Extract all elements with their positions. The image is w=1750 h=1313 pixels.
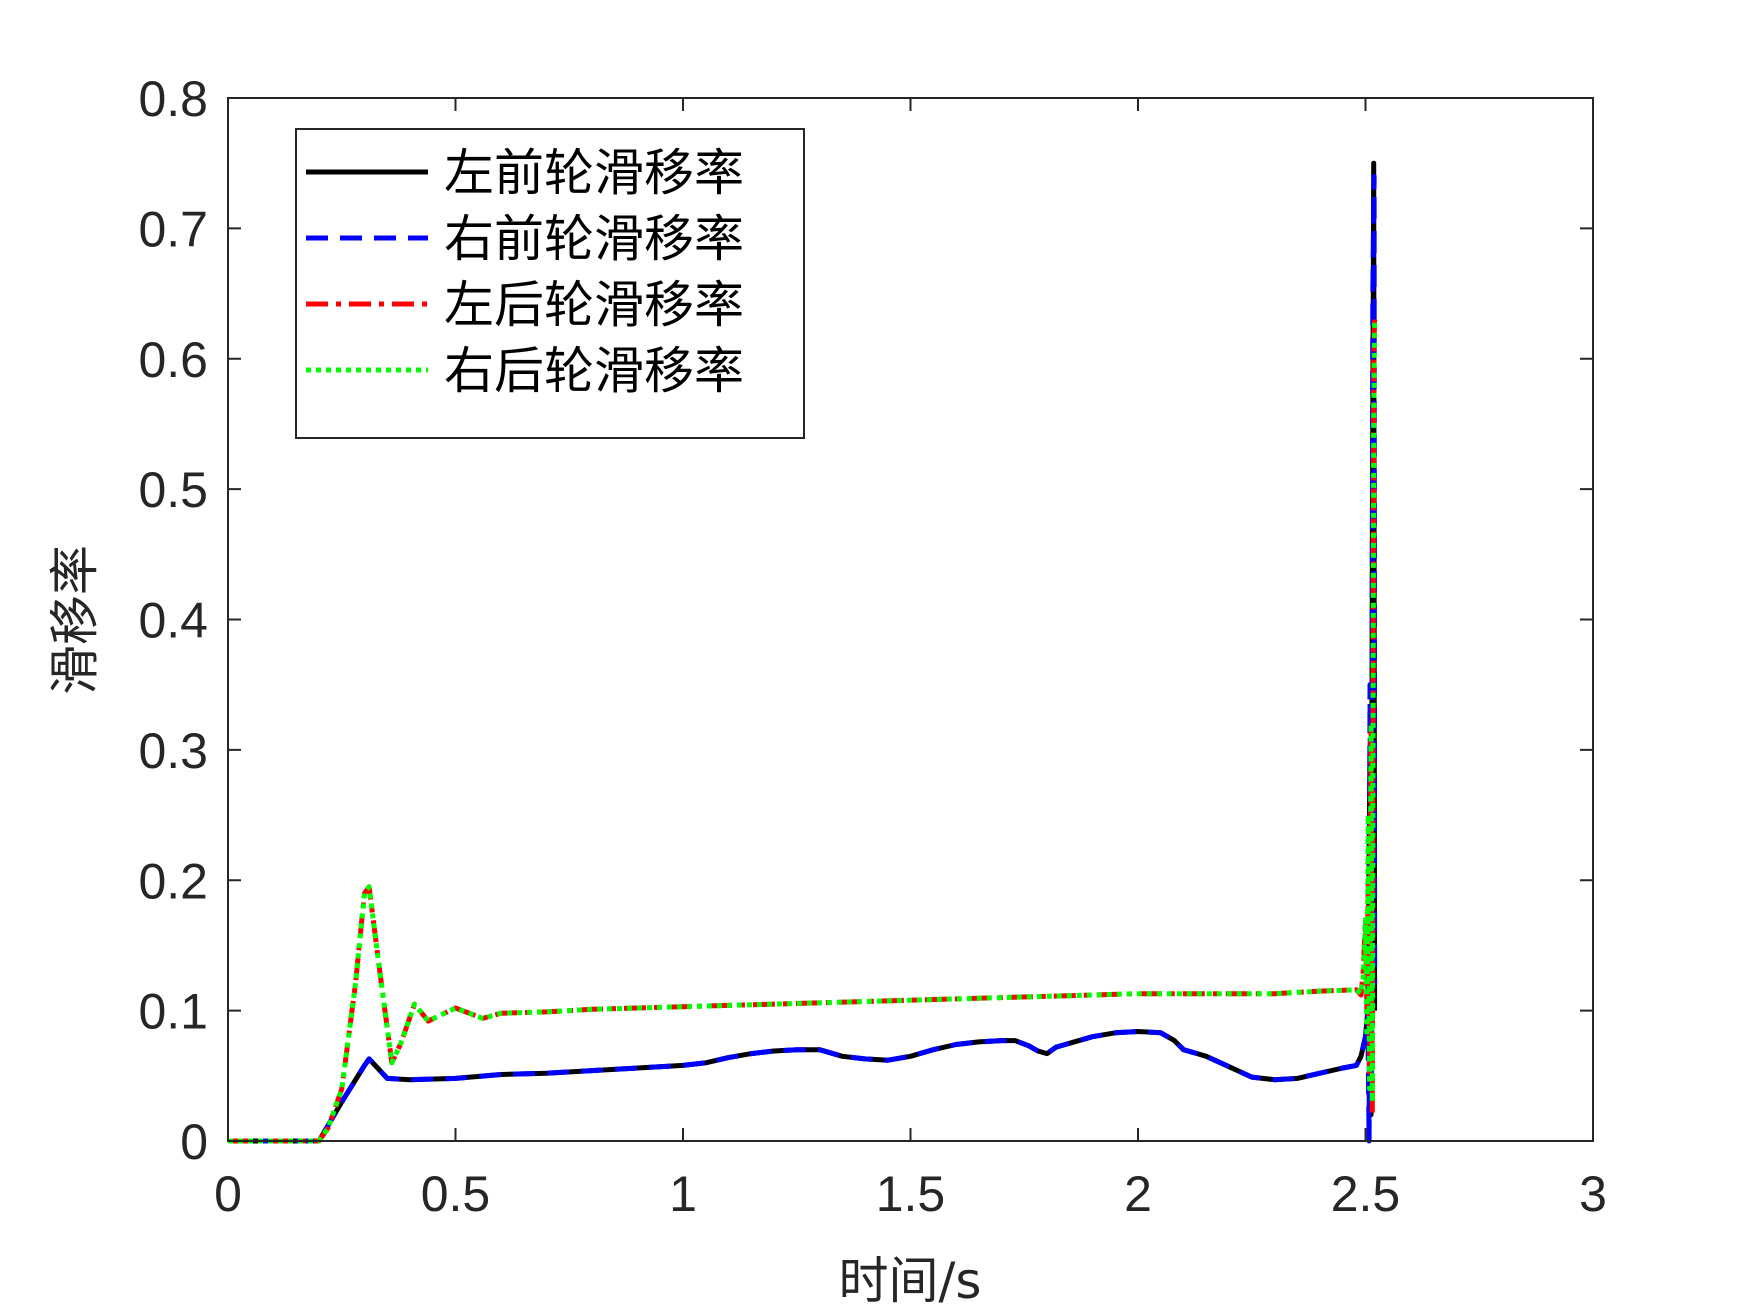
x-axis-title: 时间/s [839, 1252, 982, 1310]
y-tick-label: 0.2 [138, 853, 208, 909]
y-tick-label: 0.1 [138, 984, 208, 1040]
y-tick-label: 0.8 [138, 71, 208, 127]
x-tick-label: 2.5 [1331, 1166, 1401, 1222]
y-tick-label: 0 [180, 1114, 208, 1170]
legend-label-2: 左后轮滑移率 [444, 276, 744, 334]
legend-label-3: 右后轮滑移率 [444, 342, 744, 400]
tick-layer: 0 0.5 1 1.5 2 2.5 3 0 0.1 0.2 0.3 0.4 0.5 0.6 0.7 0.8 [138, 71, 1606, 1222]
legend-label-1: 右前轮滑移率 [444, 210, 744, 268]
series-line-3 [228, 319, 1378, 1144]
legend-box [295, 128, 805, 439]
x-tick-label: 1 [669, 1166, 697, 1222]
series-layer [228, 160, 1378, 1144]
x-tick-label: 1.5 [876, 1166, 946, 1222]
x-tick-label: 0 [214, 1166, 242, 1222]
y-tick-label: 0.3 [138, 723, 208, 779]
y-axis-title: 滑移率 [46, 545, 104, 695]
x-tick-label: 3 [1579, 1166, 1607, 1222]
x-tick-label: 2 [1124, 1166, 1152, 1222]
y-tick-label: 0.7 [138, 201, 208, 257]
legend-label-0: 左前轮滑移率 [444, 144, 744, 202]
series-line-1 [228, 173, 1378, 1144]
y-tick-label: 0.4 [138, 593, 208, 649]
y-tick-label: 0.5 [138, 462, 208, 518]
y-tick-label: 0.6 [138, 332, 208, 388]
x-tick-label: 0.5 [421, 1166, 491, 1222]
